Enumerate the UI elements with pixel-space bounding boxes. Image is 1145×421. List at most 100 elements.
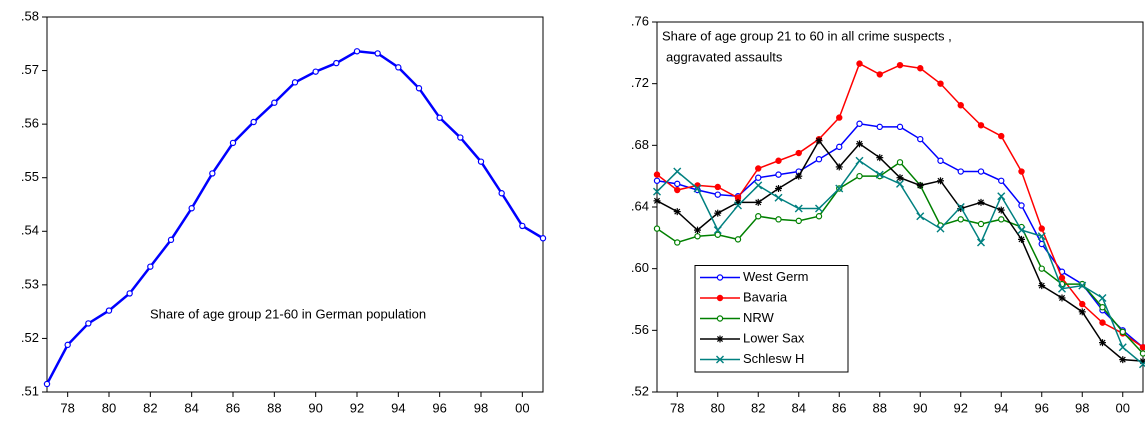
marker-shape [653,225,661,232]
marker-shape [856,172,863,180]
marker-shape [774,193,783,202]
marker [1079,300,1086,308]
x-tick-label: 94 [391,400,405,415]
y-tick-label: .55 [21,169,39,184]
marker [916,212,925,221]
marker [957,216,964,223]
marker-shape [876,123,883,131]
marker [998,216,1005,223]
marker-shape [291,79,299,86]
marker [1058,274,1066,282]
marker [1017,226,1026,235]
marker-shape [755,174,762,181]
marker-shape [105,307,113,314]
marker [716,355,724,364]
marker [1018,235,1025,243]
y-tick-label: .76 [631,13,649,28]
marker [714,183,721,191]
marker [977,238,985,247]
marker-shape [674,239,681,246]
marker [1078,308,1086,316]
marker-shape [694,233,701,240]
marker-shape [937,157,944,164]
x-tick-label: 82 [751,400,765,415]
marker-shape [673,167,682,176]
marker-shape [896,61,904,69]
marker-shape [457,134,464,141]
marker-shape [674,186,681,194]
marker [167,236,175,244]
marker-shape [957,168,964,175]
marker [876,71,883,78]
marker [755,213,762,220]
y-tick-label: .54 [21,223,39,238]
marker [835,163,843,171]
marker [1099,339,1106,347]
marker [209,170,216,177]
y-tick-label: .68 [631,137,649,152]
marker [653,177,661,184]
marker [693,184,702,193]
x-tick-label: 98 [474,400,488,415]
marker [815,156,823,163]
marker-shape [714,183,721,191]
x-tick-label: 00 [515,400,529,415]
marker-shape [271,99,278,106]
marker [1018,202,1025,209]
marker-shape [977,220,985,228]
marker-shape [653,197,661,204]
marker [855,156,864,165]
x-tick-label: 78 [60,400,74,415]
marker [896,174,904,182]
marker [977,168,985,175]
marker-shape [836,143,843,151]
marker [775,157,782,164]
marker [755,165,762,172]
marker-shape [795,217,802,225]
marker [875,170,884,179]
marker [250,118,257,126]
marker-shape [1119,356,1126,363]
marker-shape [755,199,762,206]
marker [519,222,526,230]
marker [755,174,762,181]
marker-shape [956,203,965,211]
marker-shape [795,149,802,157]
marker-shape [1099,339,1106,346]
marker [896,179,904,188]
marker [333,59,340,67]
marker-shape [1017,226,1026,235]
marker [498,190,505,197]
marker-shape [734,201,742,210]
marker-shape [714,210,721,217]
marker-shape [1079,300,1086,308]
marker [997,192,1006,201]
marker-shape [1058,294,1066,301]
marker [896,159,904,166]
marker-shape [917,65,924,72]
marker-shape [436,114,443,121]
marker [1139,360,1145,369]
marker-shape [229,139,237,147]
y-tick-label: .56 [21,116,39,131]
marker-shape [209,170,216,177]
marker-shape [896,179,904,188]
marker [85,320,92,327]
y-tick-label: .60 [631,260,649,275]
marker-shape [977,168,985,175]
y-tick-label: .58 [21,8,39,23]
marker-shape [716,335,724,343]
x-tick-label: 82 [143,400,157,415]
marker-shape [836,114,843,121]
x-tick-label: 98 [1075,400,1089,415]
marker [856,172,863,180]
marker [1139,344,1145,351]
marker-shape [1018,202,1025,209]
marker-shape [693,184,702,193]
marker [1099,319,1106,326]
marker [653,187,661,196]
marker [775,185,782,192]
plot-frame [46,16,544,393]
marker-shape [716,355,724,364]
